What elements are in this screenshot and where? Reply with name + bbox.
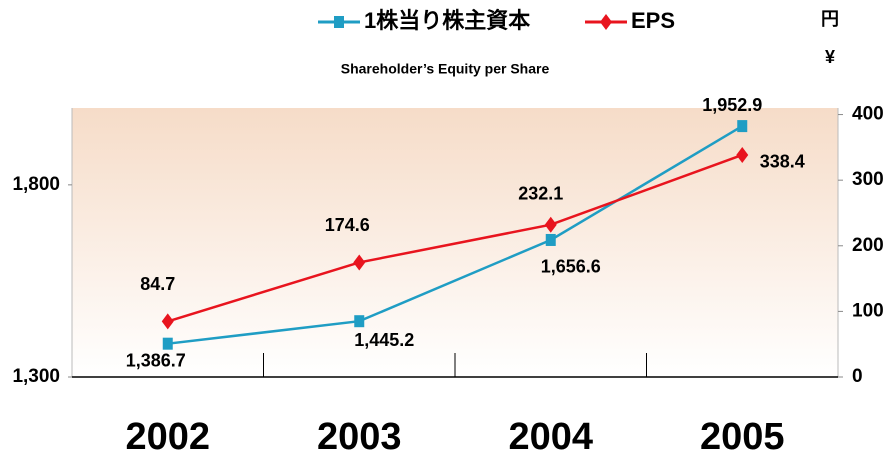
- y2-tick-label: 200: [852, 235, 884, 256]
- unit-label: 円: [821, 9, 839, 29]
- data-label: 1,952.9: [702, 95, 762, 115]
- x-tick-label: 2003: [317, 416, 402, 458]
- y2-tick-label: 0: [852, 366, 863, 387]
- marker: [545, 233, 556, 246]
- y2-tick-label: 300: [852, 169, 884, 190]
- legend-marker: [600, 14, 612, 30]
- chart-title: Shareholder’s Equity per Share: [341, 61, 550, 77]
- marker: [161, 313, 174, 330]
- data-label: 1,656.6: [541, 257, 601, 277]
- series-line: [167, 153, 743, 323]
- legend-label: 1株当り株主資本: [364, 8, 530, 33]
- marker: [354, 315, 365, 328]
- y2-tick-label: 100: [852, 300, 884, 321]
- data-label: 1,386.7: [126, 350, 186, 370]
- data-label: 1,445.2: [354, 330, 414, 350]
- marker: [353, 254, 366, 271]
- unit-label: ¥: [825, 47, 835, 67]
- y-tick-label: 1,800: [12, 174, 60, 195]
- legend-label: EPS: [631, 8, 675, 33]
- data-label: 174.6: [325, 215, 370, 235]
- marker: [736, 146, 749, 163]
- y2-tick-label: 400: [852, 104, 884, 125]
- legend-marker: [334, 16, 344, 28]
- x-tick-label: 2004: [508, 416, 593, 458]
- y-tick-label: 1,300: [12, 366, 60, 387]
- data-label: 232.1: [518, 183, 563, 203]
- marker: [737, 120, 748, 133]
- marker: [162, 337, 173, 350]
- x-tick-label: 2002: [125, 416, 210, 458]
- data-label: 84.7: [140, 274, 175, 294]
- series-line: [167, 125, 743, 345]
- data-label: 338.4: [760, 152, 805, 172]
- marker: [544, 216, 557, 233]
- x-tick-label: 2005: [700, 416, 785, 458]
